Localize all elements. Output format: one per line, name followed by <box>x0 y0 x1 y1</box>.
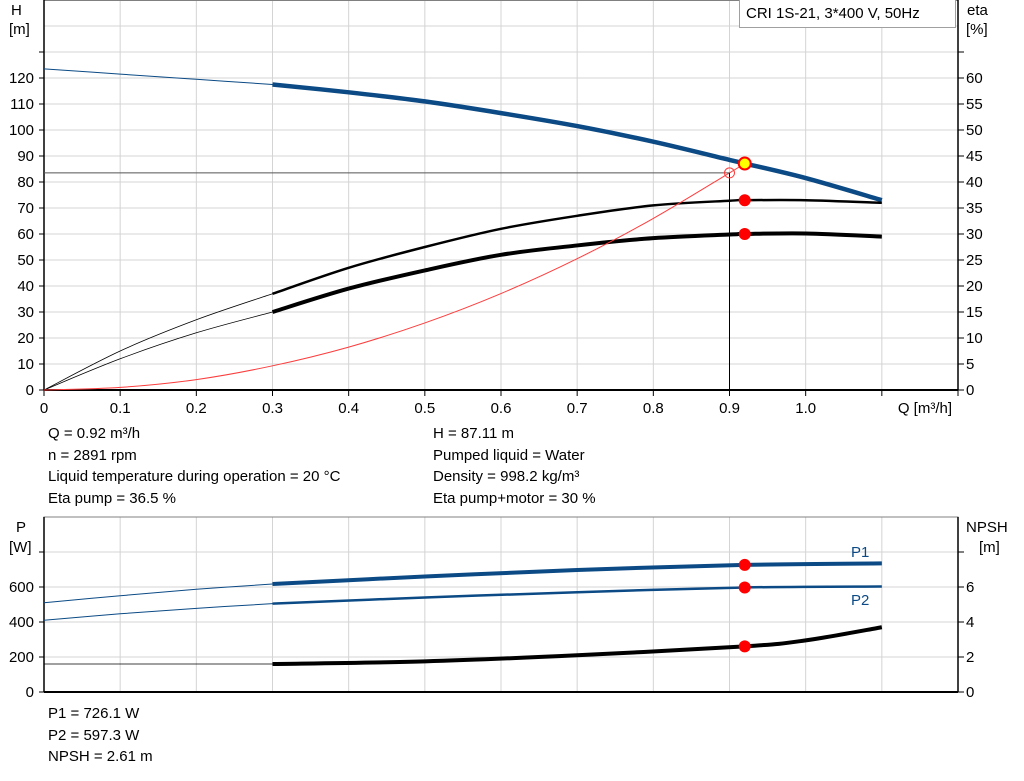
p-tick-label: 200 <box>9 649 34 666</box>
y2-tick-label: 45 <box>966 148 983 165</box>
y2-tick-label: 55 <box>966 96 983 113</box>
x-tick-label: 0 <box>40 400 48 417</box>
flow-value: Q = 0.92 m³/h <box>48 425 141 442</box>
x-axis-title: Q [m³/h] <box>898 400 952 417</box>
power-info: P1 = 726.1 W P2 = 597.3 W NPSH = 2.61 m <box>48 703 153 768</box>
eta-pump-motor-value: Eta pump+motor = 30 % <box>433 489 596 507</box>
y2-tick-label: 5 <box>966 356 974 373</box>
x-tick-label: 0.3 <box>262 400 283 417</box>
x-tick-label: 0.7 <box>567 400 588 417</box>
p-tick-label: 0 <box>26 684 34 701</box>
eta-pump-motor-marker <box>738 228 751 240</box>
y-tick-label: 40 <box>17 278 34 295</box>
y2-tick-label: 0 <box>966 382 974 399</box>
y-tick-label: 120 <box>9 70 34 87</box>
p1-series-label: P1 <box>851 544 869 561</box>
eta-pump-marker <box>738 194 751 207</box>
p-axis-title: P <box>16 519 26 536</box>
y-tick-label: 70 <box>17 200 34 217</box>
duty-point-markers <box>44 156 752 653</box>
x-tick-label: 0.8 <box>643 400 664 417</box>
duty-info-left: Q = 0.92 m³/h n = 2891 rpm Liquid temper… <box>48 423 340 509</box>
legend-box: CRI 1S-21, 3*400 V, 50Hz <box>739 0 956 28</box>
head-value: H = 87.11 m <box>433 425 515 442</box>
y-tick-label: 100 <box>9 122 34 139</box>
eta_pump-curve-extended <box>43 293 273 391</box>
npsh-tick-label: 4 <box>966 614 974 631</box>
system-curve <box>43 163 745 391</box>
y-tick-label: 0 <box>26 382 34 399</box>
p1-marker <box>738 558 751 571</box>
p-tick-label: 400 <box>9 614 34 631</box>
npsh-axis-title: NPSH <box>966 519 1008 536</box>
y2-tick-label: 40 <box>966 174 983 191</box>
x-tick-label: 1.0 <box>795 400 816 417</box>
npsh-tick-label: 6 <box>966 579 974 596</box>
npsh-axis-unit: [m] <box>979 539 1000 556</box>
p2-marker <box>738 581 751 594</box>
eta_pump-curve <box>272 198 882 295</box>
grid-bottom <box>44 517 958 692</box>
y2-tick-label: 15 <box>966 304 983 321</box>
grid-top <box>44 0 958 390</box>
y-tick-label: 80 <box>17 174 34 191</box>
p-axis-unit: [W] <box>9 539 32 556</box>
p2-value: P2 = 597.3 W <box>48 726 140 744</box>
head-curve-extended <box>43 68 273 85</box>
pumped-liquid-value: Pumped liquid = Water <box>433 446 585 464</box>
axes <box>39 0 964 693</box>
eta_pump_motor-curve-extended <box>43 311 273 391</box>
y2-tick-label: 60 <box>966 70 983 87</box>
y2-tick-label: 35 <box>966 200 983 217</box>
liquid-temperature-value: Liquid temperature during operation = 20… <box>48 468 341 485</box>
eta_pump_motor-curve <box>271 231 882 314</box>
p1-curve <box>272 561 882 587</box>
y2-tick-label: 20 <box>966 278 983 295</box>
y2-tick-label: 30 <box>966 226 983 243</box>
x-tick-label: 0.1 <box>110 400 131 417</box>
system-reference-marker <box>724 167 735 179</box>
y2-tick-label: 25 <box>966 252 983 269</box>
duty-info-right: H = 87.11 m Pumped liquid = Water Densit… <box>433 423 596 509</box>
y-axis-title: H <box>11 2 22 19</box>
y-tick-label: 50 <box>17 252 34 269</box>
x-tick-label: 0.2 <box>186 400 207 417</box>
y2-axis-title: eta <box>967 2 989 19</box>
npsh-marker <box>738 640 751 653</box>
npsh-value: NPSH = 2.61 m <box>48 748 153 765</box>
x-tick-label: 0.9 <box>719 400 740 417</box>
density-value: Density = 998.2 kg/m³ <box>433 468 580 485</box>
npsh-tick-label: 0 <box>966 684 974 701</box>
curves <box>43 68 883 666</box>
axis-labels: 0 0.1 0.2 0.3 0.4 0.5 0.6 0.7 0.8 0.9 1.0 Q [m³/h] 0… <box>9 2 1008 701</box>
p2-curve <box>272 585 882 605</box>
duty-point-marker <box>737 156 752 171</box>
y-tick-label: 10 <box>17 356 34 373</box>
y-tick-label: 30 <box>17 304 34 321</box>
speed-value: n = 2891 rpm <box>48 446 137 464</box>
npsh-curve <box>272 625 883 666</box>
npsh-tick-label: 2 <box>966 649 974 666</box>
p-tick-label: 600 <box>9 579 34 596</box>
y2-tick-label: 10 <box>966 330 983 347</box>
p1-value: P1 = 726.1 W <box>48 705 140 722</box>
y-tick-label: 110 <box>10 96 34 113</box>
y-axis-unit: [m] <box>9 21 30 38</box>
head-curve <box>272 82 883 203</box>
legend-title: CRI 1S-21, 3*400 V, 50Hz <box>746 5 920 22</box>
y-tick-label: 60 <box>17 226 34 243</box>
y2-axis-unit: [%] <box>966 21 988 38</box>
p2-curve-extended <box>43 603 273 621</box>
x-tick-label: 0.4 <box>338 400 359 417</box>
p2-series-label: P2 <box>851 592 869 609</box>
eta-pump-value: Eta pump = 36.5 % <box>48 489 176 507</box>
y2-tick-label: 50 <box>966 122 983 139</box>
y-tick-label: 20 <box>17 330 34 347</box>
p1-curve-extended <box>43 583 273 604</box>
x-tick-label: 0.6 <box>491 400 512 417</box>
x-tick-label: 0.5 <box>414 400 435 417</box>
y-tick-label: 90 <box>17 148 34 165</box>
